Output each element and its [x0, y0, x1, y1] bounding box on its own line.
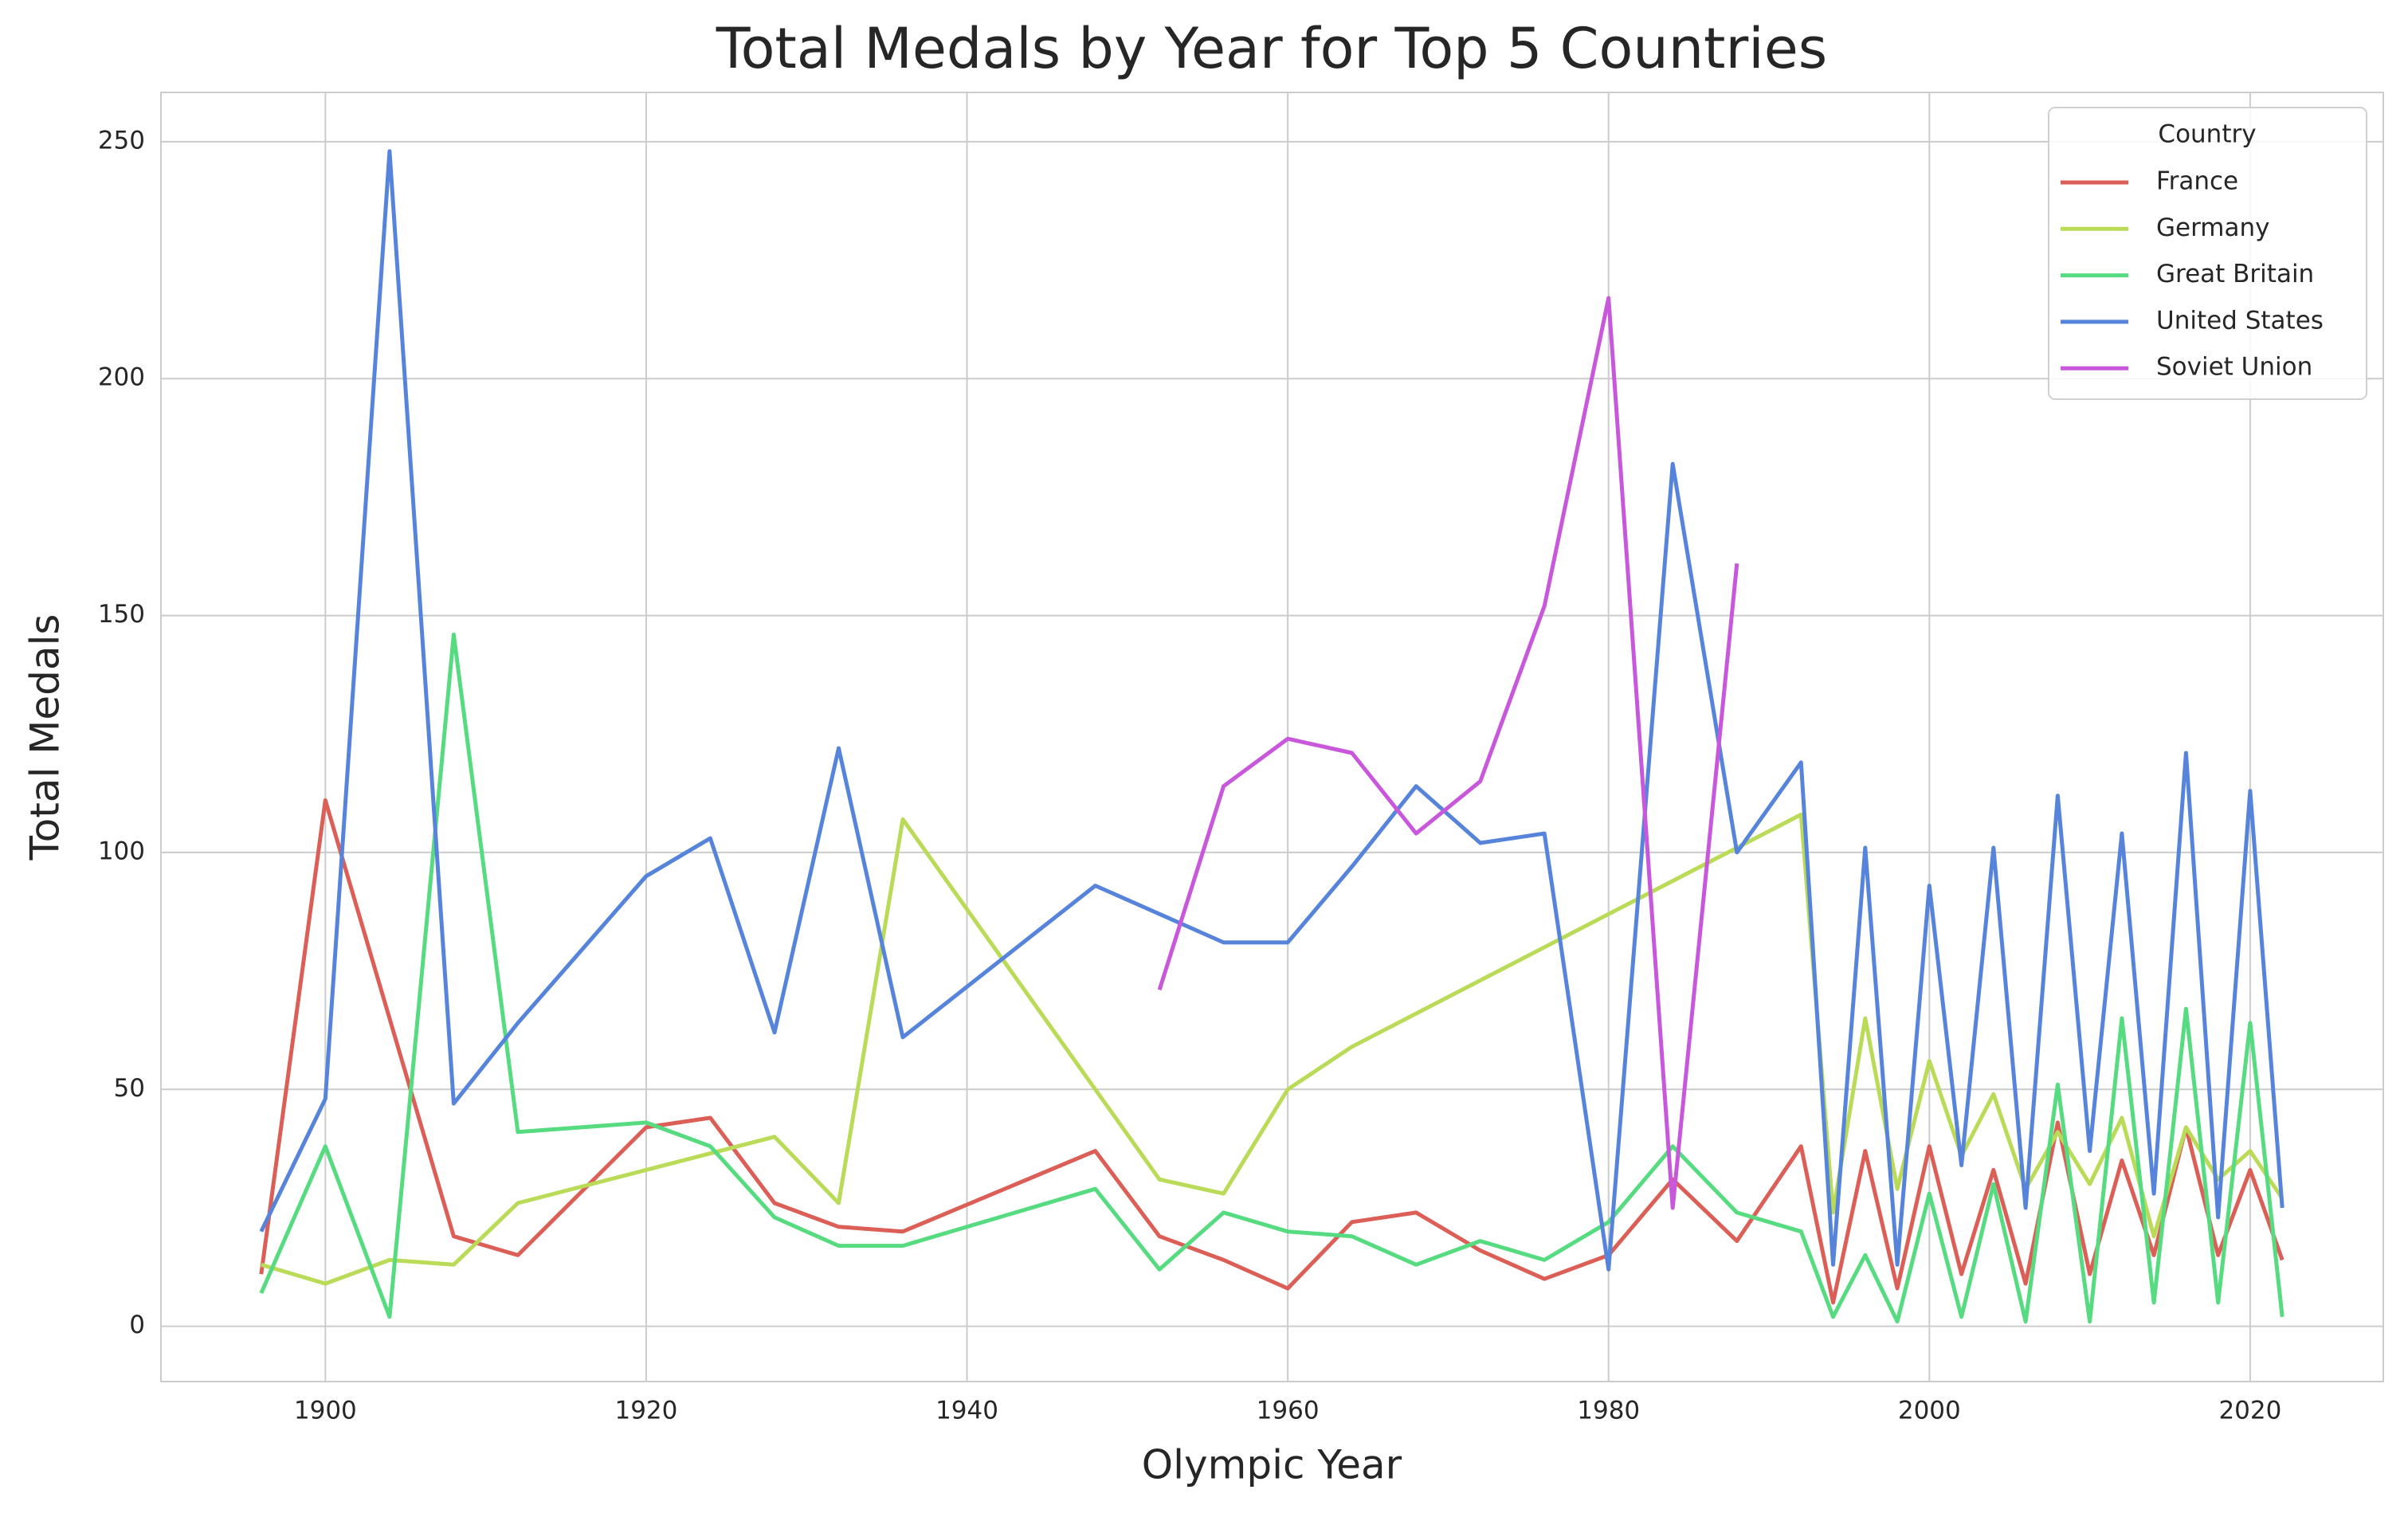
legend-label: Soviet Union — [2156, 353, 2312, 382]
y-axis-label: Total Medals — [22, 614, 69, 861]
x-tick-label: 1940 — [935, 1397, 998, 1425]
lines — [259, 149, 2284, 1324]
legend-label: United States — [2156, 306, 2324, 335]
legend-label: Germany — [2156, 214, 2269, 242]
legend-title: Country — [2158, 120, 2256, 149]
legend: Country France Germany Great Britain United… — [2048, 107, 2367, 400]
x-axis-label: Olympic Year — [1142, 1442, 1402, 1488]
legend-label: France — [2156, 167, 2238, 196]
series-line — [1157, 296, 1739, 1210]
x-tick-label: 1900 — [294, 1397, 357, 1425]
x-tick-label: 1980 — [1577, 1397, 1640, 1425]
x-tick-label: 2000 — [1898, 1397, 1961, 1425]
y-tick-label: 100 — [98, 837, 145, 865]
chart-title: Total Medals by Year for Top 5 Countries — [716, 16, 1828, 81]
x-tick-label: 1920 — [614, 1397, 677, 1425]
y-tick-label: 150 — [98, 600, 145, 629]
series-line — [259, 149, 2284, 1272]
y-tick-label: 250 — [98, 126, 145, 155]
series-line — [259, 632, 2284, 1324]
y-tick-label: 0 — [129, 1311, 145, 1339]
y-tick-label: 200 — [98, 363, 145, 392]
x-tick-label: 2020 — [2218, 1397, 2281, 1425]
y-tick-label: 50 — [114, 1074, 145, 1103]
x-tick-label: 1960 — [1257, 1397, 1320, 1425]
legend-label: Great Britain — [2156, 260, 2314, 288]
plot-frame — [160, 92, 2384, 1382]
